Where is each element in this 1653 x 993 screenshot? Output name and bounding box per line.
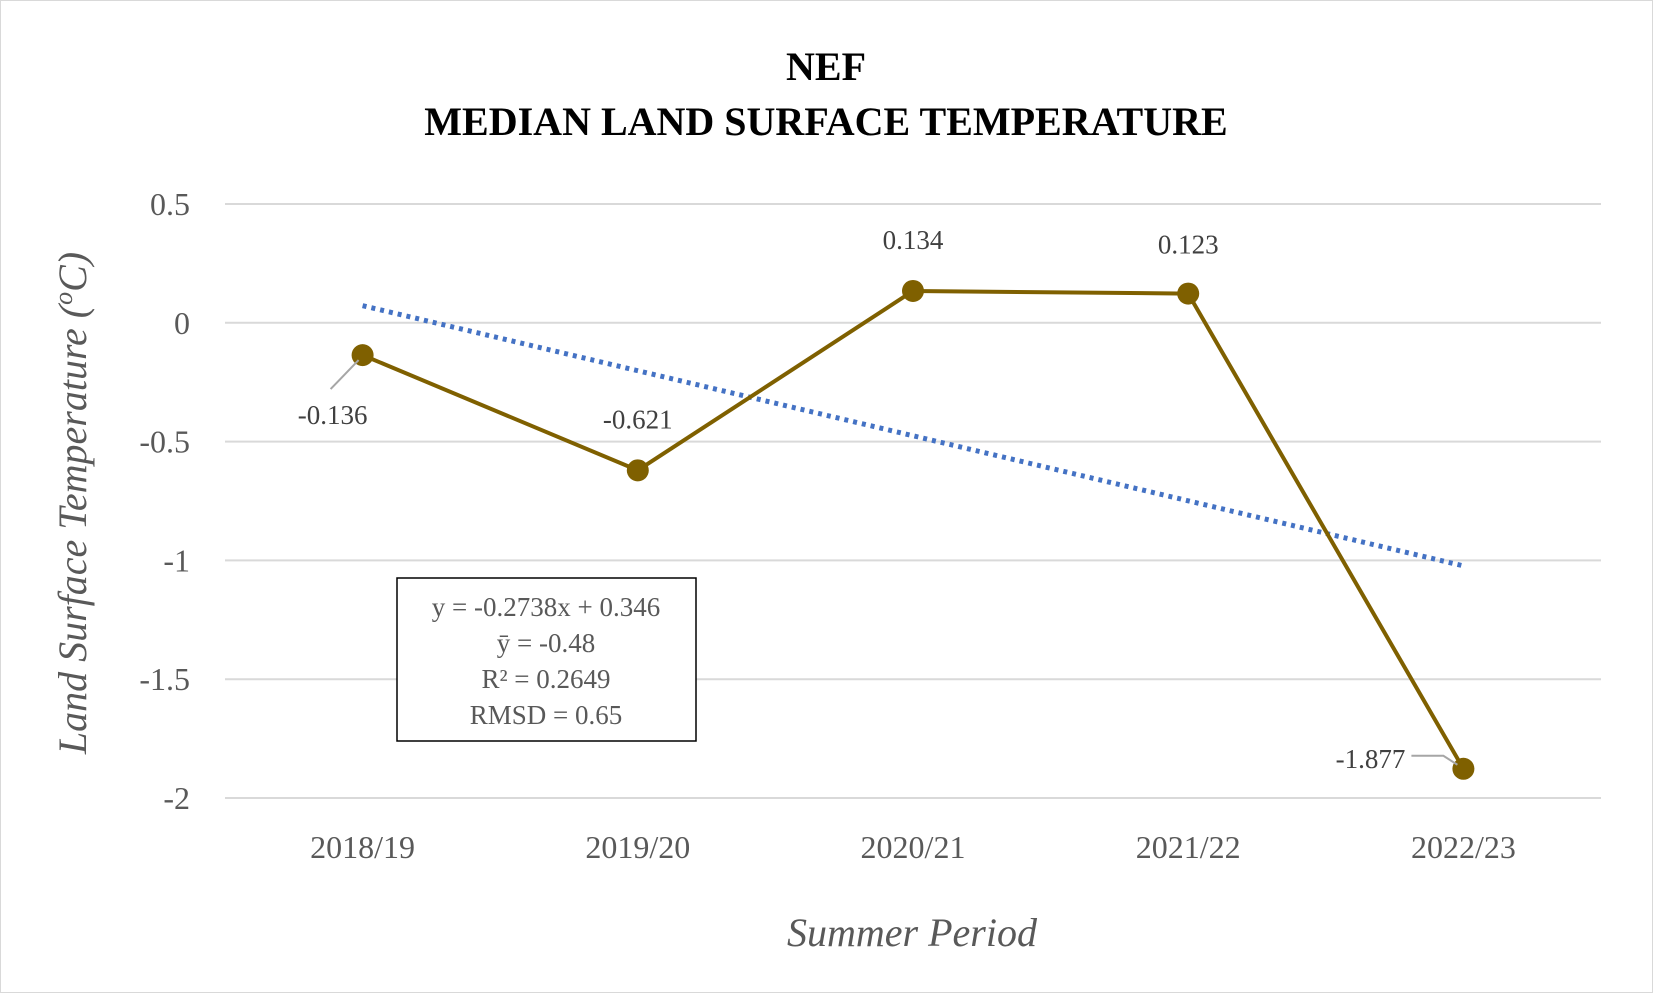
y-axis-ticks: 0.5 0 -0.5 -1 -1.5 -2 [139, 186, 190, 816]
y-tick-label: 0 [174, 305, 190, 341]
x-tick-label: 2022/23 [1411, 829, 1516, 865]
data-point [626, 459, 649, 482]
data-point [1452, 757, 1475, 780]
x-axis-title: Summer Period [787, 910, 1038, 955]
linear-trendline [362, 303, 1464, 569]
data-label: 0.134 [883, 225, 944, 255]
stats-rmsd: RMSD = 0.65 [470, 700, 623, 730]
data-label: -1.877 [1336, 744, 1406, 774]
stats-mean: ȳ = -0.48 [497, 628, 595, 658]
x-tick-label: 2019/20 [585, 829, 690, 865]
data-label: -0.136 [298, 400, 368, 430]
y-axis-title-superscript: o [49, 292, 78, 305]
x-tick-label: 2018/19 [310, 829, 415, 865]
x-axis-ticks: 2018/19 2019/20 2020/21 2021/22 2022/23 [310, 829, 1516, 865]
chart-title-line1: NEF [786, 44, 866, 89]
x-tick-label: 2021/22 [1136, 829, 1241, 865]
stats-box-border [396, 577, 697, 742]
y-axis-title: Land Surface Temperature (oC) [49, 252, 96, 755]
stats-equation: y = -0.2738x + 0.346 [432, 592, 660, 622]
trendline-group [362, 303, 1464, 569]
stats-r-squared: R² = 0.2649 [481, 664, 610, 694]
y-axis-title-main: Land Surface Temperature ( [50, 302, 95, 755]
y-tick-label: -1 [163, 542, 190, 578]
data-label-leader-line [1411, 754, 1458, 766]
y-axis-title-end: C) [50, 252, 95, 292]
data-label-leader-line [329, 359, 360, 390]
data-point [902, 279, 924, 302]
y-tick-label: -0.5 [139, 424, 190, 460]
x-tick-label: 2020/21 [861, 829, 966, 865]
data-point [1177, 282, 1200, 305]
y-tick-label: 0.5 [150, 186, 190, 222]
data-labels: -0.136 -0.621 0.134 0.123 -1.877 [298, 225, 1458, 774]
data-label: -0.621 [603, 404, 673, 434]
regression-stats-box: y = -0.2738x + 0.346 ȳ = -0.48 R² = 0.26… [396, 577, 697, 742]
y-tick-label: -2 [163, 780, 190, 816]
chart-title-line2: MEDIAN LAND SURFACE TEMPERATURE [424, 99, 1227, 144]
y-tick-label: -1.5 [139, 661, 190, 697]
data-label: 0.123 [1158, 230, 1219, 260]
